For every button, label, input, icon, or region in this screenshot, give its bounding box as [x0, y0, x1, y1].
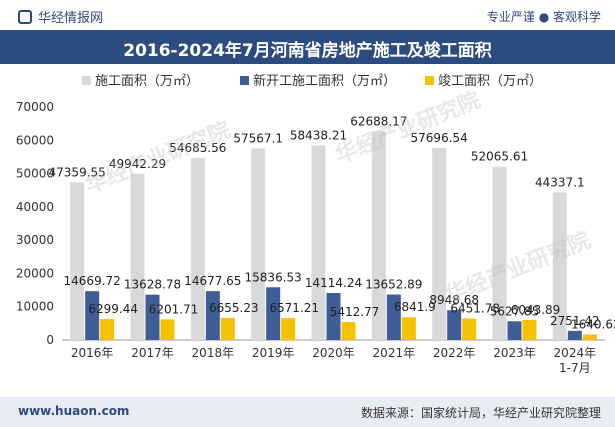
bar	[432, 147, 447, 340]
data-label: 5627.85	[490, 304, 540, 318]
legend-label: 竣工面积（万㎡）	[438, 74, 542, 89]
data-label: 54685.56	[169, 141, 226, 155]
bar	[522, 319, 537, 340]
footer-bar	[0, 397, 615, 427]
bar	[281, 318, 296, 340]
brand-logo-icon	[18, 9, 32, 24]
bar	[145, 294, 160, 340]
y-tick-label: 20000	[16, 266, 54, 280]
data-label: 58438.21	[290, 128, 347, 142]
legend-label: 新开工施工面积（万㎡）	[253, 73, 396, 89]
data-label: 6451.78	[450, 302, 500, 316]
bar	[582, 334, 597, 340]
data-label: 44337.1	[535, 175, 585, 189]
bar	[401, 317, 416, 340]
data-label: 14677.65	[184, 274, 241, 288]
slogan: 专业严谨 ● 客观科学	[486, 10, 601, 24]
bar	[311, 145, 326, 340]
title-bar	[0, 30, 615, 64]
y-tick-label: 10000	[16, 300, 54, 314]
bar	[100, 319, 115, 340]
bar	[341, 321, 356, 340]
top-bar: 华经情报网 专业严谨 ● 客观科学	[0, 0, 615, 30]
data-label: 52065.61	[471, 150, 528, 164]
bar	[190, 157, 205, 340]
x-tick-label: 2019年	[252, 346, 295, 360]
data-label: 6299.44	[88, 302, 138, 316]
y-tick-label: 60000	[16, 133, 54, 147]
bar	[205, 291, 220, 340]
data-label: 14114.24	[305, 276, 362, 290]
data-label: 6043.89	[511, 303, 561, 317]
legend-swatch	[425, 76, 434, 85]
x-tick-label: 2023年	[493, 346, 536, 360]
data-label: 47359.55	[49, 165, 106, 179]
y-tick-label: 70000	[16, 100, 54, 114]
x-tick-label: 2020年	[312, 346, 355, 360]
bar	[326, 293, 341, 340]
data-label: 2751.42	[550, 314, 600, 328]
bar	[552, 192, 567, 340]
chart-title: 2016-2024年7月河南省房地产施工及竣工面积	[123, 41, 492, 61]
bar	[70, 182, 85, 340]
x-tick-label: 2018年	[192, 346, 235, 360]
bar	[447, 310, 462, 340]
data-label: 6655.23	[209, 301, 259, 315]
bar	[251, 148, 266, 340]
y-tick-label: 50000	[16, 167, 54, 181]
data-label: 15836.53	[245, 270, 302, 284]
footer-site[interactable]: www.huaon.com	[18, 404, 130, 418]
bar-chart: 施工面积（万㎡） 新开工施工面积（万㎡） 竣工面积（万㎡） 0 10000 20000 30…	[16, 73, 615, 375]
bar	[160, 319, 175, 340]
data-label: 8948.68	[429, 293, 479, 307]
brand-name: 华经情报网	[38, 11, 104, 26]
x-tick-label: 1-7月	[559, 361, 591, 375]
data-label: 1640.62	[571, 318, 615, 332]
bar	[266, 287, 281, 340]
data-label: 57567.1	[233, 131, 283, 145]
bar	[386, 294, 401, 340]
data-label: 57696.54	[411, 131, 468, 145]
bar	[85, 291, 100, 340]
x-tick-label: 2016年	[71, 346, 114, 360]
data-label: 5412.77	[330, 305, 380, 319]
x-tick-label: 2021年	[373, 346, 416, 360]
x-tick-label: 2024年	[554, 346, 597, 360]
bar	[130, 173, 145, 340]
footer-source: 数据来源：国家统计局，华经产业研究院整理	[360, 406, 601, 420]
y-tick-label: 40000	[16, 200, 54, 214]
data-label: 14669.72	[64, 274, 121, 288]
brand: 华经情报网	[18, 7, 103, 26]
bar	[220, 317, 235, 340]
legend-swatch	[82, 76, 91, 85]
x-tick-label: 2017年	[131, 346, 174, 360]
y-tick-label: 0	[46, 333, 54, 347]
data-label: 6571.21	[269, 301, 319, 315]
legend-label: 施工面积（万㎡）	[95, 74, 199, 89]
bar	[462, 318, 477, 340]
bar	[507, 321, 522, 340]
data-label: 13652.89	[365, 278, 422, 292]
data-label: 13628.78	[124, 278, 181, 292]
bar	[492, 166, 507, 340]
x-tick-label: 2022年	[433, 346, 476, 360]
bar	[567, 330, 582, 340]
bar	[371, 131, 386, 340]
data-label: 62688.17	[350, 114, 407, 128]
legend-swatch	[240, 76, 249, 85]
data-label: 6841.9	[394, 300, 436, 314]
data-label: 6201.71	[149, 302, 199, 316]
data-label: 49942.29	[109, 157, 166, 171]
y-tick-label: 30000	[16, 233, 54, 247]
